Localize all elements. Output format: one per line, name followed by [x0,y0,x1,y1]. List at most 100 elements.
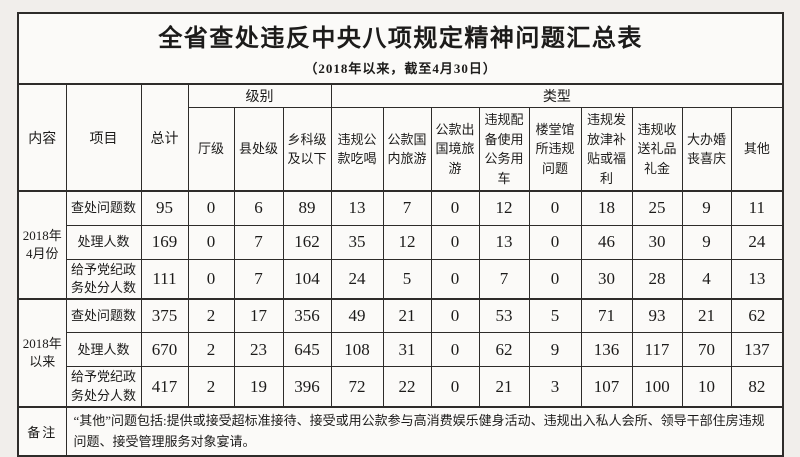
header-content: 内容 [17,83,67,192]
header-type-allowances: 违规发放津补贴或福利 [580,107,633,192]
total-cell: 417 [140,366,189,408]
total-cell: 95 [140,190,189,226]
header-level-group: 级别 [187,83,332,108]
value-cell: 25 [631,190,683,226]
row-label: 查处问题数 [65,190,142,226]
value-cell: 9 [528,332,582,368]
value-cell: 30 [631,224,683,260]
header-type-overseas-travel: 公款出国境旅游 [430,107,480,192]
value-cell: 70 [681,332,732,368]
header-type-dining: 违规公款吃喝 [330,107,384,192]
value-cell: 162 [282,224,332,260]
value-cell: 23 [233,332,284,368]
table-row: 给予党纪政务处分人数 417 2 19 396 72 22 0 21 3 107… [18,366,784,408]
value-cell: 117 [631,332,683,368]
value-cell: 356 [282,298,332,334]
value-cell: 53 [478,298,530,334]
total-cell: 670 [140,332,189,368]
group-header-row: 内容 项目 总计 级别 类型 [17,83,784,192]
value-cell: 62 [478,332,530,368]
value-cell: 12 [382,224,432,260]
value-cell: 137 [730,332,784,368]
remark-label: 备注 [17,406,67,457]
header-level-ting: 厅级 [187,107,235,192]
table-row: 2018年4月份 查处问题数 95 0 6 89 13 7 0 12 0 18 … [17,190,784,300]
value-cell: 6 [233,190,284,226]
header-type-official-cars: 违规配备使用公务用车 [478,107,530,192]
value-cell: 0 [430,224,480,260]
value-cell: 0 [430,298,480,334]
value-cell: 89 [282,190,332,226]
value-cell: 30 [580,258,633,300]
value-cell: 0 [187,258,235,300]
value-cell: 0 [430,332,480,368]
value-cell: 7 [382,190,432,226]
page-title: 全省查处违反中央八项规定精神问题汇总表 [158,26,643,52]
value-cell: 9 [681,224,732,260]
total-cell: 169 [140,224,189,260]
value-cell: 3 [528,366,582,408]
value-cell: 0 [187,224,235,260]
value-cell: 17 [233,298,284,334]
value-cell: 22 [382,366,432,408]
row-label: 给予党纪政务处分人数 [65,258,142,300]
header-type-domestic-travel: 公款国内旅游 [382,107,432,192]
total-cell: 375 [140,298,189,334]
row-label: 给予党纪政务处分人数 [65,366,142,408]
value-cell: 82 [730,366,784,408]
value-cell: 12 [478,190,530,226]
value-cell: 49 [330,298,384,334]
value-cell: 0 [528,224,582,260]
value-cell: 11 [730,190,784,226]
value-cell: 136 [580,332,633,368]
header-type-group: 类型 [330,83,784,108]
remark-row: 备注 “其他”问题包括:提供或接受超标准接待、接受或用公款参与高消费娱乐健身活动… [17,406,784,457]
title-row: 全省查处违反中央八项规定精神问题汇总表 （2018年以来，截至4月30日） [17,12,784,85]
value-cell: 0 [187,190,235,226]
value-cell: 7 [233,224,284,260]
value-cell: 71 [580,298,633,334]
header-type-gifts: 违规收送礼品礼金 [631,107,683,192]
value-cell: 24 [330,258,384,300]
header-level-xiangke: 乡科级及以下 [282,107,332,192]
value-cell: 2 [187,298,235,334]
table-row: 处理人数 169 0 7 162 35 12 0 13 0 46 30 9 24 [18,224,784,260]
value-cell: 0 [528,258,582,300]
row-label: 查处问题数 [65,298,142,334]
total-cell: 111 [140,258,189,300]
value-cell: 9 [681,190,732,226]
value-cell: 108 [330,332,384,368]
value-cell: 7 [233,258,284,300]
title-cell: 全省查处违反中央八项规定精神问题汇总表 （2018年以来，截至4月30日） [17,12,784,85]
value-cell: 21 [478,366,530,408]
header-total: 总计 [140,83,189,192]
value-cell: 19 [233,366,284,408]
value-cell: 13 [478,224,530,260]
header-type-ceremonies: 大办婚丧喜庆 [681,107,732,192]
value-cell: 7 [478,258,530,300]
summary-table: 全省查处违反中央八项规定精神问题汇总表 （2018年以来，截至4月30日） 内容… [17,12,785,457]
period-label-since-2018: 2018年以来 [17,298,67,408]
header-type-other: 其他 [730,107,784,192]
value-cell: 2 [187,332,235,368]
value-cell: 35 [330,224,384,260]
value-cell: 24 [730,224,784,260]
table-row: 给予党纪政务处分人数 111 0 7 104 24 5 0 7 0 30 28 … [18,258,784,300]
value-cell: 5 [528,298,582,334]
header-type-buildings: 楼堂馆所违规问题 [528,107,582,192]
header-project: 项目 [65,83,142,192]
page-subtitle: （2018年以来，截至4月30日） [304,61,497,76]
table-row: 处理人数 670 2 23 645 108 31 0 62 9 136 117 … [18,332,784,368]
value-cell: 645 [282,332,332,368]
value-cell: 0 [528,190,582,226]
value-cell: 107 [580,366,633,408]
value-cell: 2 [187,366,235,408]
sub-header-row: 厅级 县处级 乡科级及以下 违规公款吃喝 公款国内旅游 公款出国境旅游 违规配备… [18,107,784,192]
value-cell: 72 [330,366,384,408]
value-cell: 13 [330,190,384,226]
value-cell: 100 [631,366,683,408]
table-row: 2018年以来 查处问题数 375 2 17 356 49 21 0 53 5 … [17,298,784,408]
value-cell: 0 [430,258,480,300]
value-cell: 104 [282,258,332,300]
value-cell: 396 [282,366,332,408]
